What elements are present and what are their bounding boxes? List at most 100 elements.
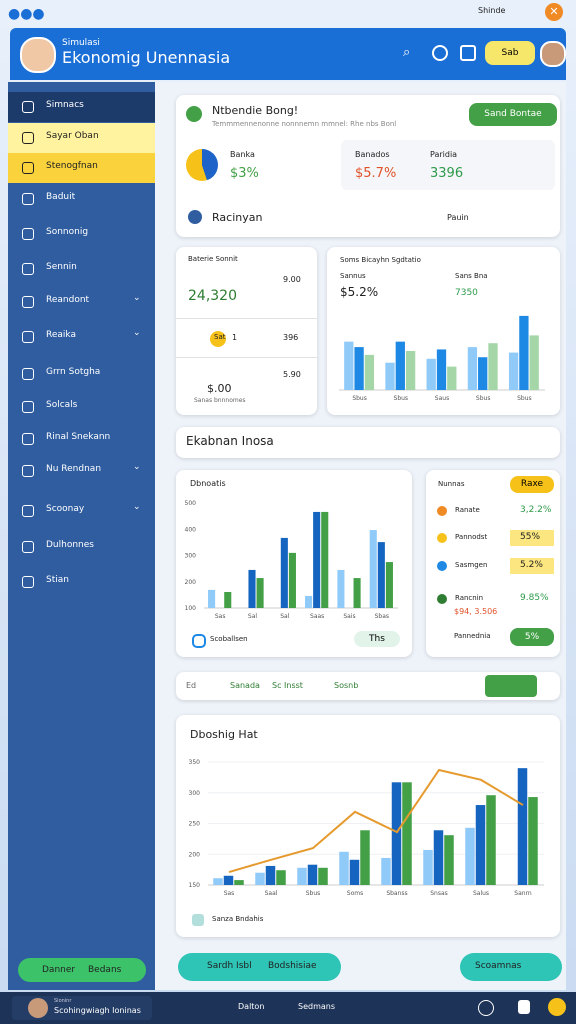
y-tick-label: 300 [185, 553, 197, 560]
grid-icon[interactable] [460, 45, 476, 61]
list-pill [510, 558, 554, 574]
menu-item[interactable]: Sayar Oban [46, 131, 99, 141]
bar [234, 880, 244, 885]
menu-item[interactable]: Stian [46, 575, 69, 585]
footer-icon[interactable] [518, 1000, 530, 1014]
bar [508, 352, 519, 390]
list-label: Pannodst [455, 533, 488, 541]
toggle[interactable] [485, 675, 537, 697]
action-label: Sardh Isbl [207, 961, 252, 971]
divider [176, 357, 317, 358]
bar [381, 857, 391, 885]
bar [377, 542, 385, 608]
list-icon [437, 594, 447, 604]
bar [307, 864, 318, 885]
list-pill [510, 530, 554, 546]
user-avatar[interactable] [540, 41, 566, 67]
bar [528, 797, 538, 885]
y-tick-label: 350 [189, 759, 201, 766]
bar [402, 782, 412, 885]
mini-row: 1 [232, 333, 238, 342]
header-button[interactable]: Sab [485, 41, 535, 65]
menu-icon [22, 331, 34, 343]
x-tick-label: Snsas [430, 890, 448, 897]
menu-item[interactable]: Reandont [46, 295, 90, 305]
tab[interactable]: Sc Insst [272, 681, 303, 690]
menu-item[interactable]: Scoonay [46, 504, 85, 514]
bar [467, 347, 478, 390]
menu-item[interactable]: Rinal Snekann [46, 432, 111, 442]
footer-avatar [28, 998, 48, 1018]
menu-item-bg[interactable] [8, 123, 155, 153]
y-tick-label: 150 [189, 882, 201, 889]
menu-item[interactable]: Sennin [46, 262, 77, 272]
action-button[interactable] [460, 953, 562, 981]
y-tick-label: 500 [185, 500, 197, 507]
menu-item[interactable]: Stenogfnan [46, 161, 98, 171]
menu-item[interactable]: Reaika [46, 330, 76, 340]
bar [395, 341, 405, 390]
bar [478, 357, 488, 390]
footer-icon[interactable] [548, 998, 566, 1016]
bar [280, 537, 288, 608]
menu-icon [22, 263, 34, 275]
legend-icon [192, 914, 204, 926]
bar [444, 835, 454, 885]
list-button[interactable]: 5% [510, 628, 554, 646]
footer-icon[interactable] [478, 1000, 494, 1016]
y-tick-label: 200 [185, 579, 197, 586]
summary-button[interactable]: Sand Bontae [469, 103, 557, 126]
settings-icon[interactable] [432, 45, 448, 61]
stat-value: 3396 [430, 166, 464, 181]
list-value: 9.85% [520, 593, 549, 603]
menu-item[interactable]: Grrn Sotgha [46, 367, 101, 377]
stat-value: $3% [230, 166, 259, 181]
avatar[interactable] [20, 37, 56, 73]
list-label: Sasmgen [455, 561, 488, 569]
list-button-label: Pannednia [454, 632, 491, 640]
chevron: ⌄ [133, 462, 141, 472]
menu-icon [22, 193, 34, 205]
footer-center: Dalton [238, 1002, 265, 1011]
menu-icon [22, 576, 34, 588]
bar [339, 851, 349, 885]
menu-item[interactable]: Simnacs [46, 100, 84, 110]
list-icon [437, 506, 447, 516]
close-button[interactable]: ✕ [545, 3, 563, 21]
sidebar-button[interactable] [18, 958, 146, 982]
bar [255, 872, 265, 885]
menu-item-bg[interactable] [8, 92, 155, 122]
menu-item[interactable]: Nu Rendnan [46, 464, 102, 474]
menu-item[interactable]: Dulhonnes [46, 540, 94, 550]
bar [360, 830, 370, 885]
x-tick-label: Soms [347, 890, 363, 897]
menu-item[interactable]: Sonnonig [46, 227, 89, 237]
bar [349, 859, 360, 885]
summary-subtitle: Temmmennenonne nonnnemn mmnel: Rhe nbs B… [212, 120, 397, 128]
menu-item-bg[interactable] [8, 153, 155, 183]
chart-button[interactable]: Ths [354, 631, 400, 647]
chart-title: Dboshig Hat [190, 728, 258, 741]
bar [405, 351, 416, 390]
menu-icon [22, 101, 34, 113]
action-button[interactable] [178, 953, 341, 981]
search-label: Ekabnan Inosa [186, 434, 274, 448]
kpi-label: Sannus [340, 272, 366, 280]
window-dots: ●●● [8, 6, 45, 22]
bar [486, 795, 496, 885]
stat-label: Banados [355, 150, 390, 159]
search-bar[interactable] [176, 427, 560, 458]
tab[interactable]: Sosnb [334, 681, 359, 690]
tab[interactable]: Sanada [230, 681, 260, 690]
menu-item[interactable]: Baduit [46, 192, 76, 202]
list-pill[interactable]: Raxe [510, 476, 554, 493]
x-tick-label: Sbus [517, 395, 532, 402]
tab[interactable]: Ed [186, 681, 197, 690]
bar [321, 511, 329, 608]
x-tick-label: Sbas [375, 613, 389, 620]
menu-item[interactable]: Solcals [46, 400, 78, 410]
kpi-value: $5.2% [340, 285, 379, 299]
search-icon[interactable]: ⌕ [403, 45, 411, 60]
bar [519, 315, 529, 390]
